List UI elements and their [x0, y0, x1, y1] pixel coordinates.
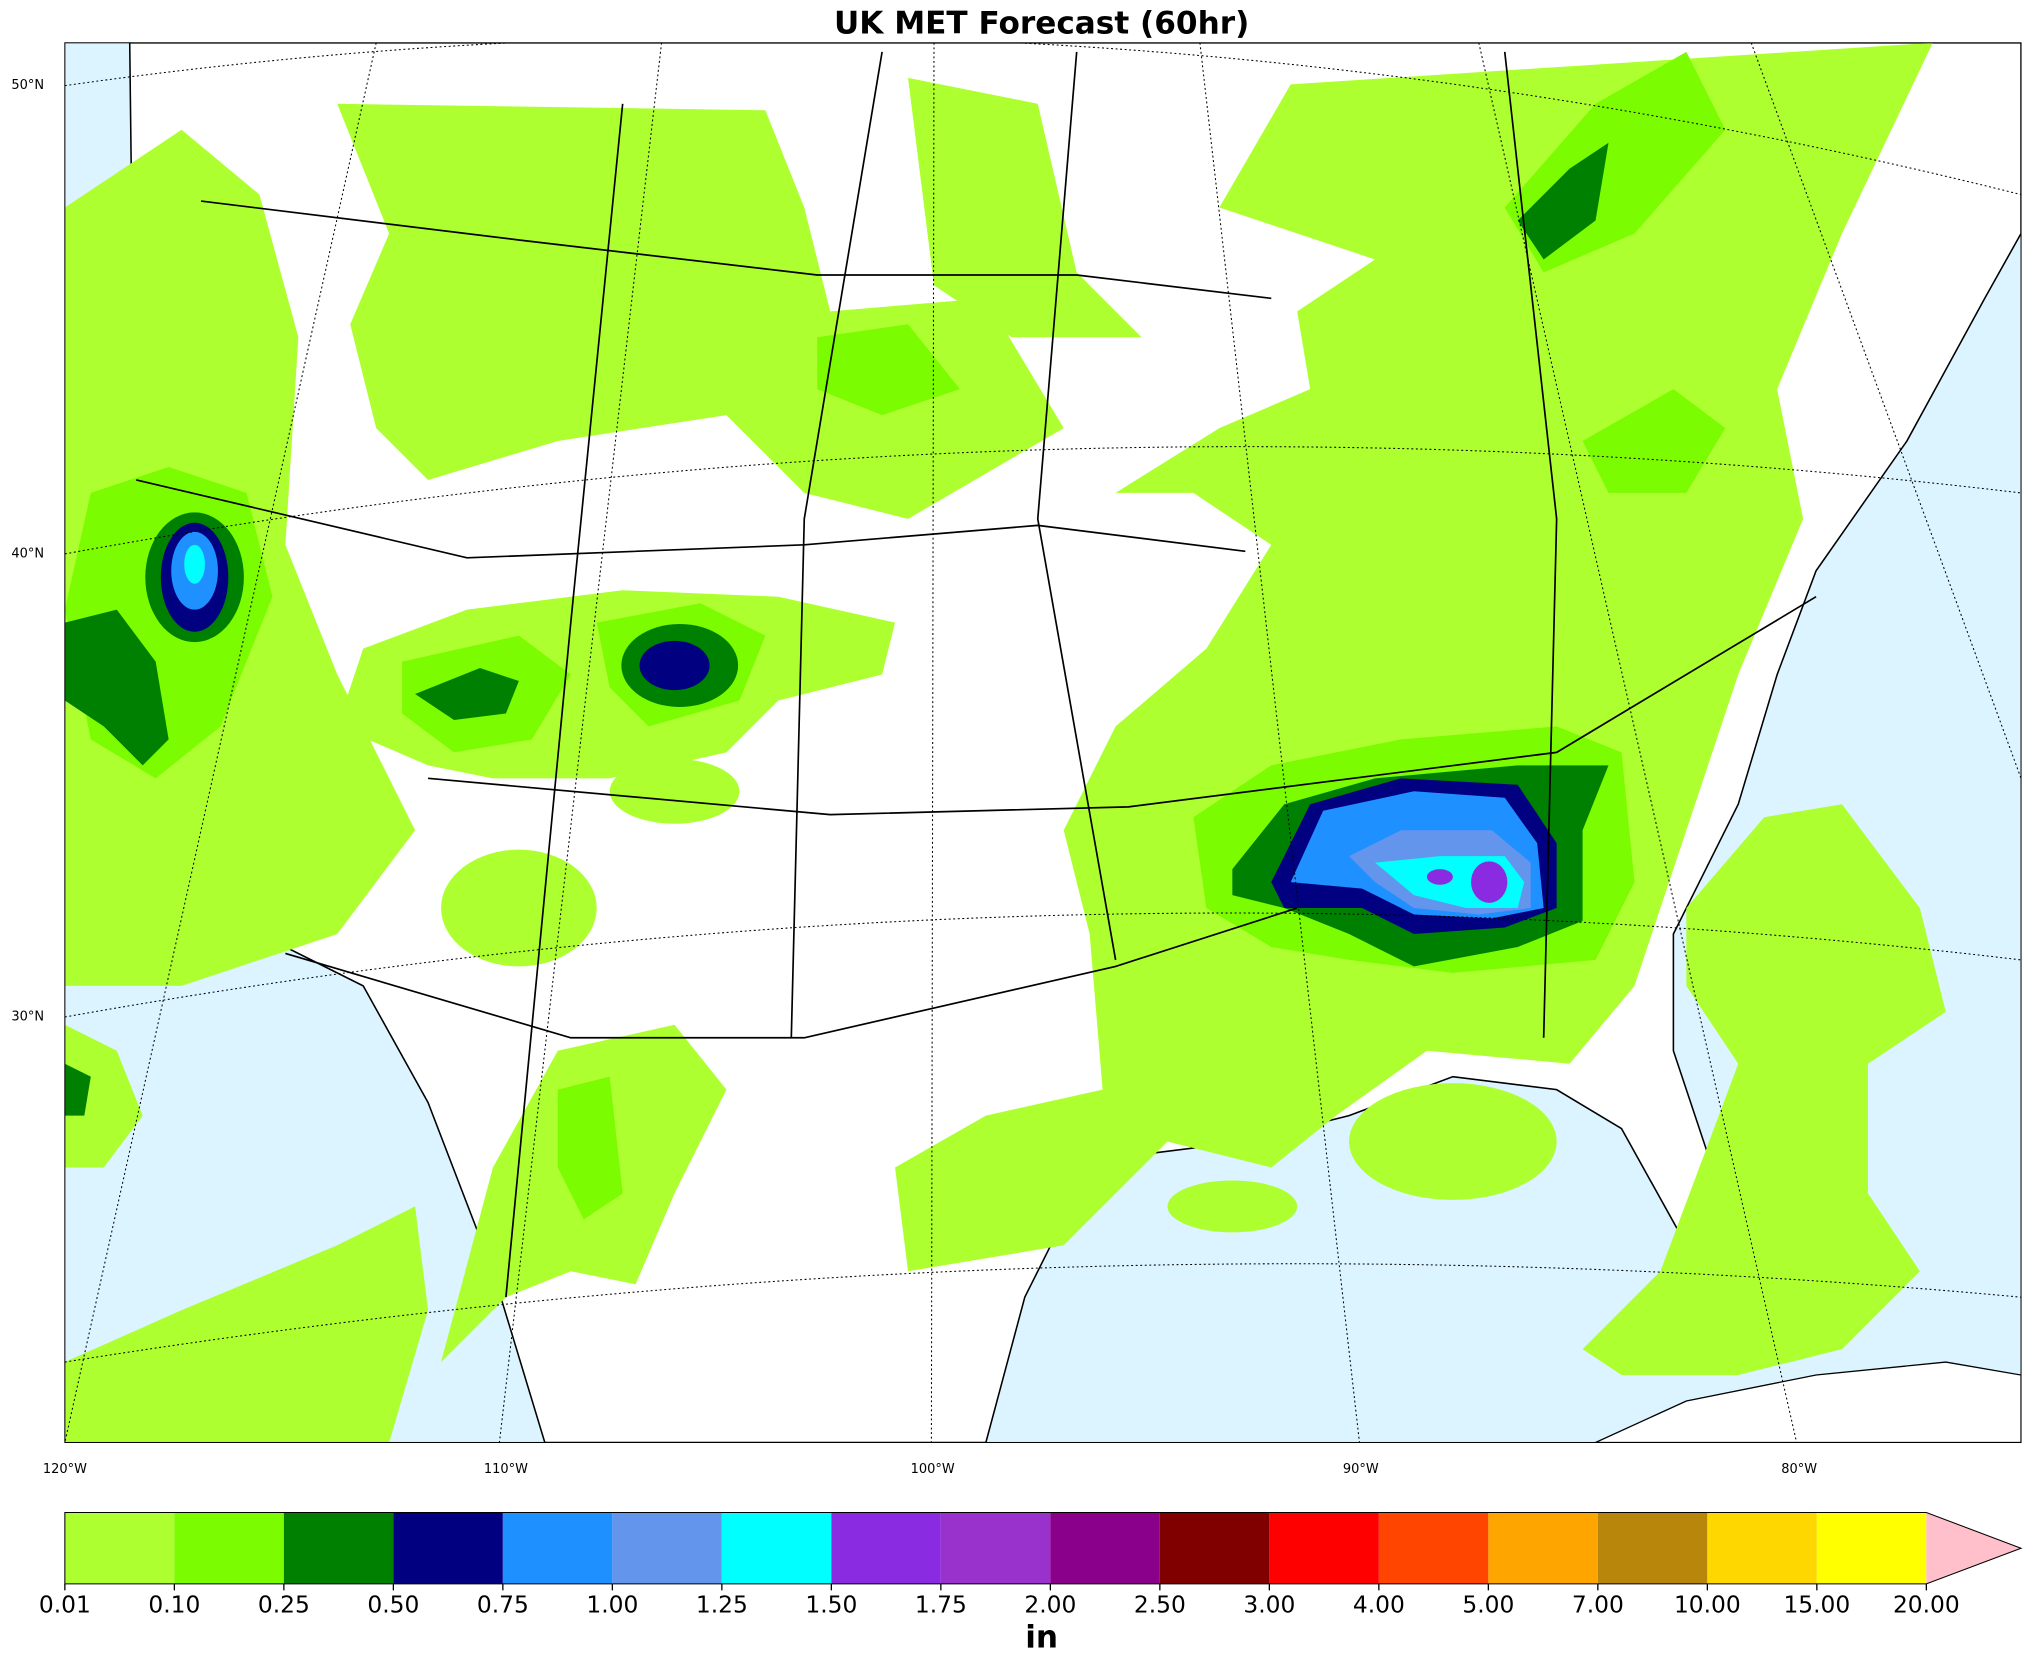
- colorbar-tick-label: 2.00: [1024, 1590, 1076, 1618]
- colorbar-box: [283, 1512, 394, 1584]
- colorbar-tick-label: 0.75: [477, 1590, 529, 1618]
- colorbar-tick-label: 0.01: [39, 1590, 91, 1618]
- colorbar-tick-label: 0.50: [367, 1590, 419, 1618]
- lat-label: 50°N: [11, 78, 44, 93]
- caribbean-land: [1595, 1361, 2022, 1443]
- colorbar-box: [1378, 1512, 1489, 1584]
- colorbar-tick-label: 1.75: [915, 1590, 967, 1618]
- colorbar-box: [393, 1512, 503, 1584]
- colorbar: 0.01 0.10 0.25 0.50 0.75 1.00 1.25 1.50 1.75 2.00…: [39, 1512, 2023, 1618]
- colorbar-tick-label: 1.00: [586, 1590, 638, 1618]
- colorbar-tick-label: 0.10: [148, 1590, 200, 1618]
- colorbar-box: [612, 1512, 722, 1584]
- colorbar-tick-label: 2.50: [1134, 1590, 1186, 1618]
- lat-label: 40°N: [11, 546, 44, 561]
- colorbar-tick-label: 10.00: [1674, 1590, 1741, 1618]
- colorbar-tick-label: 20.00: [1893, 1590, 1960, 1618]
- figure: UK MET Forecast (60hr): [11, 6, 2023, 1655]
- lon-label: 90°W: [1343, 1462, 1379, 1477]
- colorbar-tick-label: 3.00: [1243, 1590, 1295, 1618]
- colorbar-unit: in: [1025, 1619, 1058, 1655]
- lat-label: 30°N: [11, 1010, 44, 1025]
- colorbar-box: [721, 1512, 832, 1584]
- lon-label: 80°W: [1781, 1462, 1817, 1477]
- colorbar-tick-label: 0.25: [258, 1590, 310, 1618]
- colorbar-tick-label: 1.25: [696, 1590, 748, 1618]
- colorbar-frame: [64, 1512, 2023, 1585]
- colorbar-tick-label: 7.00: [1572, 1590, 1624, 1618]
- colorbar-box: [1597, 1512, 1708, 1584]
- colorbar-box: [831, 1512, 941, 1584]
- colorbar-box: [940, 1512, 1051, 1584]
- map-frame: [64, 42, 2022, 1444]
- borders: [136, 51, 1817, 1298]
- lon-label: 120°W: [43, 1462, 87, 1477]
- colorbar-box: [1816, 1512, 1927, 1584]
- colorbar-box: [1269, 1512, 1379, 1584]
- precip-extreme: [171, 531, 1544, 919]
- colorbar-box: [502, 1512, 613, 1584]
- colorbar-box: [174, 1512, 284, 1584]
- colorbar-extend: [1926, 1512, 2022, 1584]
- colorbar-tick-label: 4.00: [1353, 1590, 1405, 1618]
- title: UK MET Forecast (60hr): [834, 6, 1249, 42]
- colorbar-tick-label: 1.50: [805, 1590, 857, 1618]
- colorbar-tick-label: 5.00: [1462, 1590, 1514, 1618]
- colorbar-tick-label: 15.00: [1783, 1590, 1850, 1618]
- graticule: [64, 42, 2022, 1443]
- lon-label: 110°W: [484, 1462, 528, 1477]
- colorbar-box: [1159, 1512, 1270, 1584]
- colorbar-box: [1050, 1512, 1160, 1584]
- lon-label: 100°W: [911, 1462, 955, 1477]
- colorbar-box: [64, 1512, 175, 1584]
- colorbar-box: [1488, 1512, 1598, 1584]
- map: [64, 42, 2022, 1443]
- colorbar-box: [1707, 1512, 1817, 1584]
